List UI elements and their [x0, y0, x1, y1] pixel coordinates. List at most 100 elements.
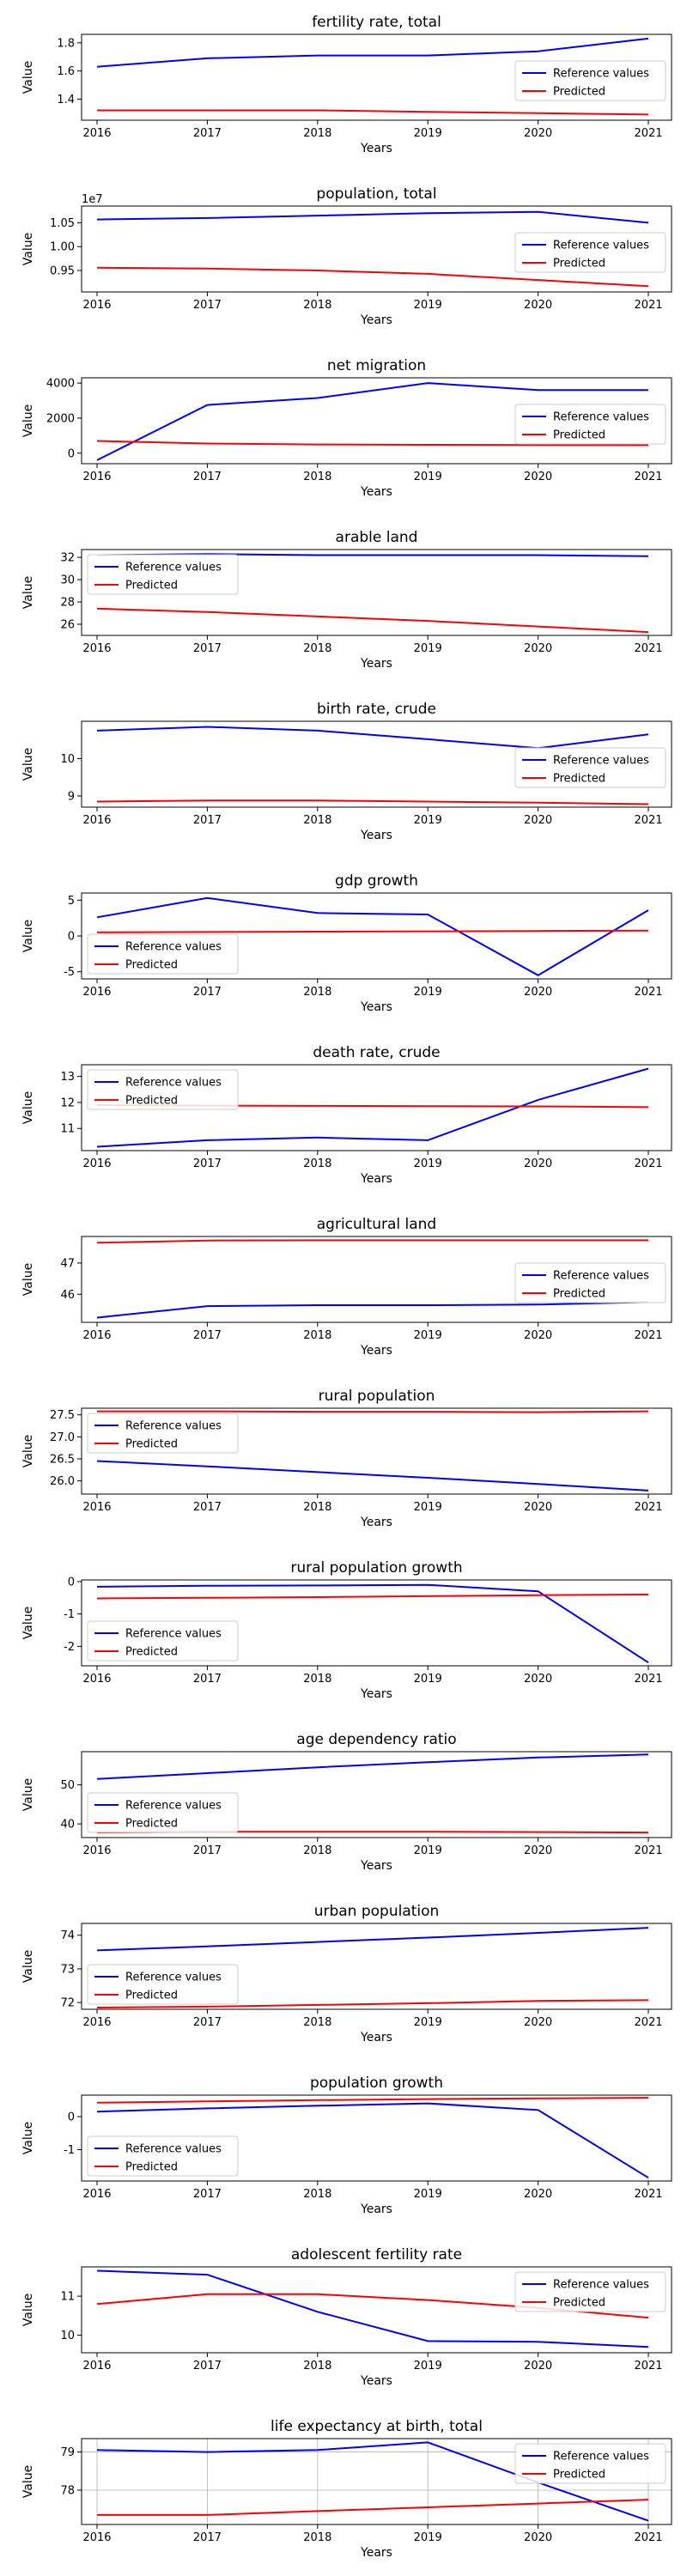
x-tick-label: 2017: [193, 1157, 222, 1170]
legend: Reference values Predicted: [514, 404, 666, 445]
legend-label: Predicted: [125, 1990, 178, 2002]
y-tick-label: 9: [68, 790, 75, 803]
x-axis-label: Years: [360, 829, 392, 842]
x-tick-label: 2021: [634, 2531, 662, 2544]
x-tick-label: 2020: [524, 1673, 552, 1686]
series-line-predicted: [97, 2499, 649, 2516]
series-line-reference: [96, 382, 648, 461]
x-axis-label: Years: [360, 1687, 392, 1701]
x-tick-label: 2017: [193, 814, 222, 827]
x-axis-label: Years: [360, 1172, 392, 1186]
subplot-14: adolescent fertility rate 2016 2017 2018 201…: [21, 2246, 672, 2388]
x-tick-label: 2018: [303, 2360, 331, 2372]
legend-label: Predicted: [553, 2469, 605, 2482]
x-tick-label: 2021: [634, 1329, 662, 1342]
x-tick-label: 2017: [193, 1501, 222, 1514]
subplot-13: population growth 2016 2017 2018 2019 2020 202…: [21, 2075, 672, 2216]
legend: Reference values Predicted: [87, 2136, 239, 2177]
subplot-11: age dependency ratio 2016 2017 2018 2019 2020…: [21, 1731, 672, 1873]
x-tick-label: 2021: [634, 1673, 662, 1686]
legend-box: [87, 1964, 239, 2005]
y-tick-label: 0: [68, 1576, 75, 1589]
x-tick-label: 2021: [634, 642, 662, 655]
subplot-title: birth rate, crude: [317, 701, 436, 718]
y-tick-label: 0: [68, 2111, 75, 2124]
x-tick-label: 2019: [414, 814, 442, 827]
legend-label: Predicted: [553, 86, 605, 99]
y-axis-label: Value: [21, 61, 35, 94]
plot-frame: [81, 549, 672, 636]
x-tick-label: 2018: [303, 2531, 331, 2544]
x-tick-label: 2019: [414, 127, 442, 140]
y-tick-label: 1.4: [57, 94, 75, 106]
y-tick-label: 73: [60, 1963, 75, 1976]
legend-label: Reference values: [553, 2451, 649, 2464]
y-tick-label: 5: [68, 895, 75, 908]
x-tick-label: 2020: [524, 1329, 552, 1342]
x-tick-label: 2020: [524, 127, 552, 140]
subplot-title: arable land: [336, 529, 418, 546]
x-tick-label: 2016: [82, 986, 111, 999]
subplot-4: arable land 2016 2017 2018 2019 2020 2021 26 28 3…: [21, 529, 672, 671]
legend-label: Reference values: [553, 411, 649, 424]
x-tick-label: 2016: [82, 814, 111, 827]
y-tick-label: 1.00: [50, 241, 75, 254]
legend-label: Reference values: [553, 755, 649, 768]
y-axis-label: Value: [21, 1778, 35, 1811]
legend-box: [87, 1620, 239, 1662]
y-tick-label: 12: [60, 1097, 75, 1109]
plot-frame: [81, 205, 672, 293]
x-tick-label: 2017: [193, 2531, 222, 2544]
legend-box: [514, 1262, 666, 1303]
subplot-title: death rate, crude: [313, 1044, 440, 1061]
y-tick-label: 0.95: [50, 265, 75, 278]
legend-label: Reference values: [553, 240, 649, 252]
x-tick-label: 2020: [524, 814, 552, 827]
y-tick-label: 1.05: [50, 217, 75, 230]
y-tick-label: -1: [64, 1608, 75, 1621]
x-tick-label: 2021: [634, 127, 662, 140]
subplot-title: population growth: [310, 2075, 443, 2092]
series-line-predicted: [97, 109, 649, 116]
x-tick-label: 2021: [634, 299, 662, 312]
plot-frame: [81, 1751, 672, 1838]
x-tick-label: 2016: [82, 2360, 111, 2372]
subplot-title: gdp growth: [335, 872, 418, 890]
y-tick-label: 32: [60, 552, 75, 565]
subplot-7: death rate, crude 2016 2017 2018 2019 2020 202…: [21, 1044, 672, 1186]
x-tick-label: 2016: [82, 1844, 111, 1857]
legend-label: Predicted: [125, 1818, 178, 1831]
subplot-9: rural population 2016 2017 2018 2019 2020 2021…: [21, 1388, 672, 1529]
legend-label: Reference values: [125, 1628, 222, 1641]
x-tick-label: 2017: [193, 2188, 222, 2201]
legend-box: [87, 933, 239, 975]
series-line-reference: [96, 2102, 649, 2179]
legend-label: Predicted: [125, 580, 178, 592]
x-tick-label: 2019: [414, 1844, 442, 1857]
subplot-title: life expectancy at birth, total: [271, 2418, 483, 2435]
subplot-2: population, total 2016 2017 2018 2019 2020 202…: [21, 185, 672, 327]
legend-label: Reference values: [125, 941, 222, 954]
x-tick-label: 2020: [524, 1501, 552, 1514]
series-line-reference: [96, 1301, 649, 1319]
plot-frame: [81, 892, 672, 980]
x-tick-label: 2021: [634, 1157, 662, 1170]
x-tick-label: 2017: [193, 127, 222, 140]
legend-box: [514, 404, 666, 445]
legend-label: Predicted: [125, 1646, 178, 1659]
legend-label: Reference values: [125, 1971, 222, 1984]
x-tick-label: 2020: [524, 642, 552, 655]
y-tick-label: 1.6: [57, 65, 75, 78]
x-tick-label: 2017: [193, 642, 222, 655]
legend-label: Predicted: [125, 1438, 178, 1451]
legend-label: Reference values: [125, 2143, 222, 2156]
x-tick-label: 2018: [303, 1157, 331, 1170]
x-tick-label: 2016: [82, 1329, 111, 1342]
x-axis-label: Years: [360, 142, 392, 155]
legend-label: Reference values: [125, 1420, 222, 1433]
y-axis-label: Value: [21, 1263, 35, 1296]
series-line-reference: [96, 1753, 649, 1780]
y-tick-label: 79: [60, 2446, 75, 2459]
legend: Reference values Predicted: [514, 60, 666, 101]
x-tick-label: 2017: [193, 1844, 222, 1857]
